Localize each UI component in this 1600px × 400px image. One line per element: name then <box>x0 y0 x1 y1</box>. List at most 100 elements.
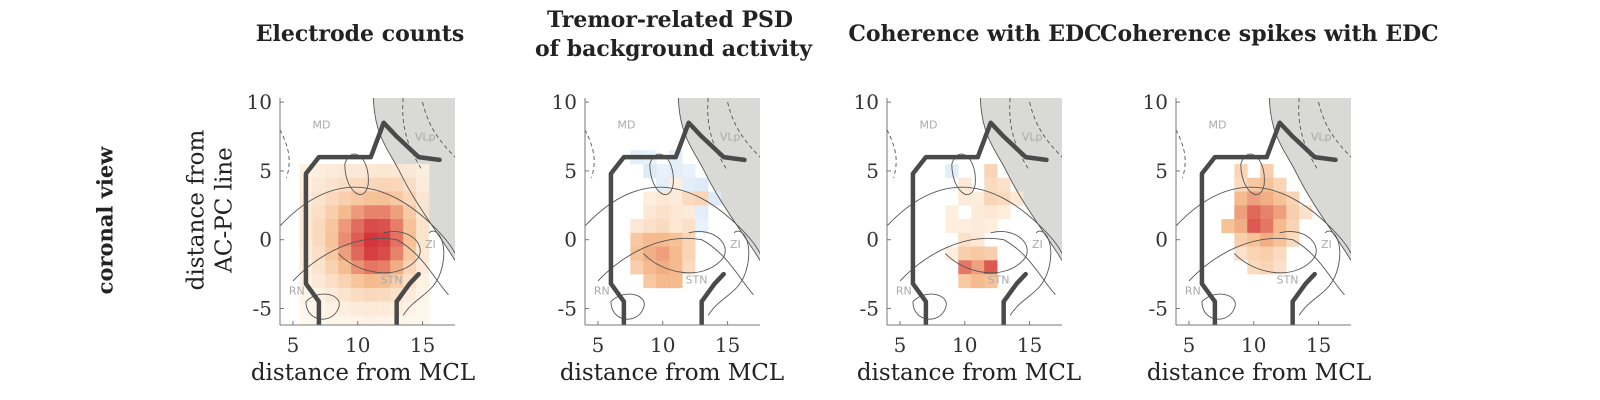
heatmap-cell <box>1234 232 1248 247</box>
panel-1-title: Electrode counts <box>255 21 465 47</box>
panel-1-plot-area: MD VLp ZI STN RN <box>280 98 455 325</box>
atlas-contour <box>372 98 455 261</box>
x-tick-label: 5 <box>592 333 605 357</box>
heatmap-cell <box>1260 191 1274 206</box>
panel-2-plot-area: MD VLp ZI STN RN <box>585 98 760 325</box>
heatmap-cell <box>312 177 326 192</box>
heatmap-cell <box>364 301 378 316</box>
heatmap-cell <box>643 191 657 206</box>
heatmap-cell <box>338 232 352 247</box>
heatmap-cell <box>1247 191 1261 206</box>
heatmap-cell <box>403 301 417 316</box>
atlas-contour-dashed <box>707 98 728 172</box>
heatmap-cell <box>338 315 352 325</box>
atlas-contour <box>899 238 1056 296</box>
atlas-contour <box>677 98 760 261</box>
atlas-contour-dashed <box>280 129 290 178</box>
atlas-contour <box>887 186 1062 254</box>
heatmap-cell <box>312 191 326 206</box>
heatmap-cell <box>1247 246 1261 261</box>
heatmap-cell <box>364 191 378 206</box>
heatmap-cell <box>1273 246 1287 261</box>
heatmap-cell <box>682 205 696 220</box>
y-tick-label: 5 <box>564 159 577 183</box>
heatmap-cell <box>377 164 391 179</box>
y-tick-label: 0 <box>1155 228 1168 252</box>
heatmap-cell <box>682 260 696 275</box>
atlas-contour <box>1298 230 1341 316</box>
heatmap-cell <box>971 205 985 220</box>
atlas-contour <box>344 153 369 196</box>
heatmap-cell <box>338 287 352 302</box>
atlas-region-label: VLp <box>1022 131 1043 144</box>
atlas-region-label: MD <box>1208 118 1226 131</box>
heatmap-cell <box>403 246 417 261</box>
heatmap-cell <box>351 164 365 179</box>
heatmap-cell <box>364 315 378 325</box>
atlas-region-label: ZI <box>730 238 741 251</box>
heatmap-cell <box>1273 177 1287 192</box>
heatmap-cell <box>984 260 998 275</box>
heatmap-cell <box>325 274 339 289</box>
heatmap-cell <box>1247 232 1261 247</box>
heatmap-cell <box>682 246 696 261</box>
atlas-contour <box>1009 230 1052 316</box>
y-tick-label: -5 <box>860 296 879 320</box>
heatmap-cell <box>669 191 683 206</box>
heatmap-cell <box>325 164 339 179</box>
heatmap-cell <box>1234 219 1248 234</box>
heatmap-cell <box>377 219 391 234</box>
atlas-contour <box>945 231 1028 274</box>
heatmap-cell <box>656 164 670 179</box>
heatmap-cell <box>958 191 972 206</box>
y-tick-label: 10 <box>247 90 272 114</box>
heatmap-cell <box>984 219 998 234</box>
heatmap-cell <box>416 219 430 234</box>
heatmap-cell <box>364 246 378 261</box>
heatmap-cell <box>377 177 391 192</box>
heatmap-cell <box>945 219 959 234</box>
y-tick-label: 10 <box>854 90 879 114</box>
heatmap-cell <box>656 205 670 220</box>
heatmap-cell <box>390 164 404 179</box>
heatmap-cell <box>643 260 657 275</box>
heatmap-cell <box>390 219 404 234</box>
atlas-region-label: VLp <box>1311 131 1332 144</box>
heatmap-cell <box>1286 219 1300 234</box>
y-tick-label: -5 <box>253 296 272 320</box>
heatmap-cell <box>643 232 657 247</box>
heatmap-cell <box>377 315 391 325</box>
heatmap-cell <box>338 274 352 289</box>
atlas-region-label: MD <box>919 118 937 131</box>
heatmap-cell <box>416 191 430 206</box>
atlas-contour <box>338 231 421 274</box>
heatmap-cell <box>643 205 657 220</box>
heatmap-cell <box>669 274 683 289</box>
heatmap-cell <box>1221 219 1235 234</box>
x-tick-label: 10 <box>345 333 370 357</box>
panel-4-thalamus-region <box>1269 98 1351 261</box>
atlas-region-label: MD <box>312 118 330 131</box>
heatmap-cell <box>416 177 430 192</box>
atlas-contour <box>1234 231 1317 274</box>
heatmap-cell <box>1234 205 1248 220</box>
atlas-contour-dashed <box>422 102 455 158</box>
heatmap-cell <box>325 177 339 192</box>
heatmap-cell <box>1260 205 1274 220</box>
atlas-region-label: STN <box>686 274 708 287</box>
heatmap-cell <box>325 219 339 234</box>
heatmap-cell <box>630 246 644 261</box>
heatmap-cell <box>682 219 696 234</box>
heatmap-cell <box>338 260 352 275</box>
heatmap-cell <box>416 301 430 316</box>
atlas-contour <box>610 293 645 320</box>
heatmap-cell <box>338 246 352 261</box>
heatmap-cell <box>669 205 683 220</box>
atlas-contour-dashed <box>402 98 423 172</box>
panel-2-title: Tremor-related PSD of background activit… <box>535 6 812 64</box>
heatmap-cell <box>377 232 391 247</box>
heatmap-cell <box>1247 219 1261 234</box>
x-tick-label: 5 <box>287 333 300 357</box>
heatmap-cell <box>325 287 339 302</box>
heatmap-cell <box>984 191 998 206</box>
